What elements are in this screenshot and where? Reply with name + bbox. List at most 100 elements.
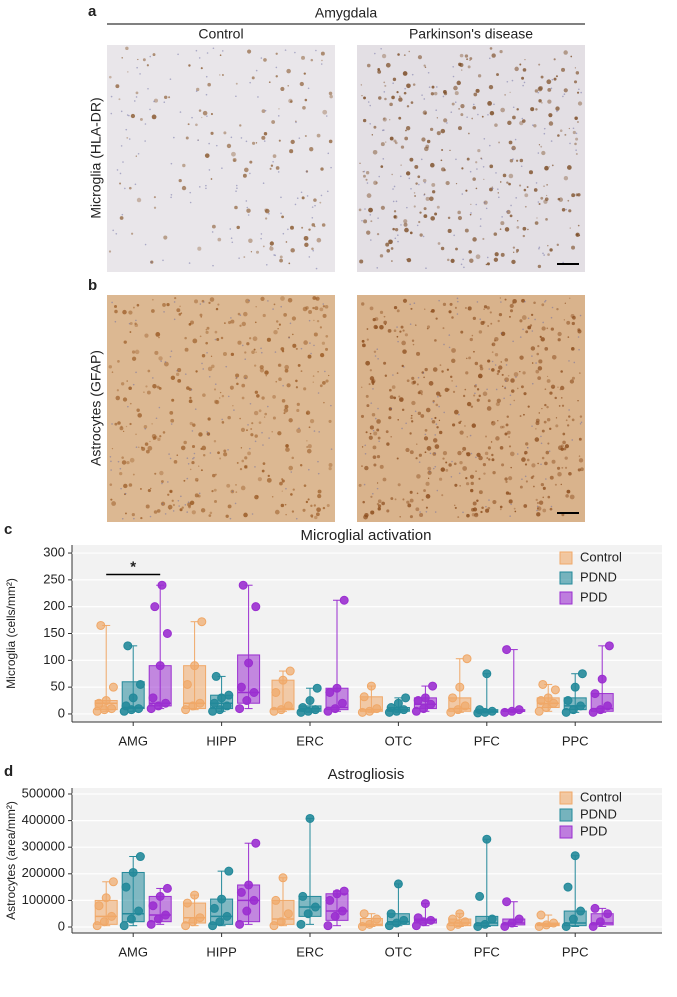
nucleus <box>209 452 212 454</box>
cell-stain <box>301 226 304 229</box>
nucleus <box>277 115 280 117</box>
nucleus <box>244 358 247 361</box>
nucleus <box>194 408 197 410</box>
nucleus <box>532 124 534 126</box>
cell-stain <box>569 227 571 229</box>
cell-stain <box>285 241 288 243</box>
cell-stain <box>404 136 409 141</box>
nucleus <box>392 374 394 376</box>
cell-stain <box>214 473 217 476</box>
cell-stain <box>210 355 213 358</box>
cell-stain <box>438 419 441 422</box>
cell-stain <box>371 382 375 386</box>
cell-stain <box>397 419 399 421</box>
cell-stain <box>418 220 421 224</box>
data-point <box>96 620 106 630</box>
data-point <box>242 906 252 916</box>
nucleus <box>409 303 411 306</box>
cell-stain <box>195 370 198 373</box>
cell-stain <box>171 398 175 402</box>
nucleus <box>221 50 224 52</box>
data-point <box>372 914 382 924</box>
data-point <box>502 645 512 655</box>
cell-stain <box>384 374 388 377</box>
nucleus <box>134 183 137 186</box>
nucleus <box>443 411 445 414</box>
nucleus <box>427 71 430 74</box>
data-point <box>386 909 396 919</box>
cell-stain <box>540 337 545 342</box>
cell-stain <box>578 458 584 463</box>
cell-stain <box>506 181 509 184</box>
cell-stain <box>251 422 254 425</box>
cell-stain <box>396 372 399 374</box>
cell-stain <box>510 389 515 393</box>
data-point <box>514 705 524 715</box>
cell-stain <box>359 162 361 165</box>
cell-stain <box>422 178 427 183</box>
cell-stain <box>425 481 430 486</box>
nucleus <box>308 319 311 322</box>
cell-stain <box>551 354 557 360</box>
nucleus <box>575 132 578 135</box>
nucleus <box>434 465 437 468</box>
nucleus <box>177 53 179 56</box>
nucleus <box>128 322 131 325</box>
cell-stain <box>312 375 315 377</box>
cell-stain <box>369 376 375 381</box>
cell-stain <box>481 115 484 118</box>
cell-stain <box>120 382 125 386</box>
nucleus <box>371 492 374 495</box>
data-point <box>134 906 144 916</box>
nucleus <box>374 355 377 357</box>
cell-stain <box>431 419 436 424</box>
cell-stain <box>489 187 493 192</box>
nucleus <box>448 346 451 349</box>
cell-stain <box>326 504 330 508</box>
cell-stain <box>417 411 422 416</box>
nucleus <box>137 152 140 155</box>
nucleus <box>531 355 533 357</box>
nucleus <box>280 212 282 215</box>
cell-stain <box>414 195 416 197</box>
cell-stain <box>389 388 392 392</box>
cell-stain <box>484 451 489 456</box>
cell-stain <box>143 391 145 393</box>
nucleus <box>161 482 163 485</box>
nucleus <box>544 299 547 302</box>
nucleus <box>392 82 394 85</box>
cell-stain <box>462 394 466 398</box>
nucleus <box>483 201 486 204</box>
cell-stain <box>493 339 497 342</box>
data-point <box>249 895 259 905</box>
nucleus <box>509 394 512 397</box>
cell-stain <box>149 440 151 443</box>
cell-stain <box>388 416 392 420</box>
nucleus <box>435 109 438 111</box>
data-point <box>453 705 463 715</box>
cell-stain <box>295 386 299 389</box>
cell-stain <box>442 302 447 306</box>
data-point <box>561 921 571 931</box>
cell-stain <box>495 401 500 407</box>
cell-stain <box>546 379 551 383</box>
cell-stain <box>557 386 559 389</box>
data-point <box>269 706 279 716</box>
nucleus <box>495 388 498 391</box>
cell-stain <box>460 330 464 334</box>
nucleus <box>397 340 399 343</box>
cell-stain <box>419 513 424 518</box>
cell-stain <box>562 440 566 445</box>
data-point <box>126 914 136 924</box>
cell-stain <box>464 388 467 391</box>
cell-stain <box>446 368 450 371</box>
nucleus <box>544 300 546 303</box>
cell-stain <box>507 374 510 377</box>
cell-stain <box>546 79 552 85</box>
cell-stain <box>280 347 285 351</box>
cell-stain <box>451 348 456 353</box>
cell-stain <box>561 67 566 72</box>
cell-stain <box>537 376 542 381</box>
data-point <box>590 903 600 913</box>
cell-stain <box>400 325 404 329</box>
